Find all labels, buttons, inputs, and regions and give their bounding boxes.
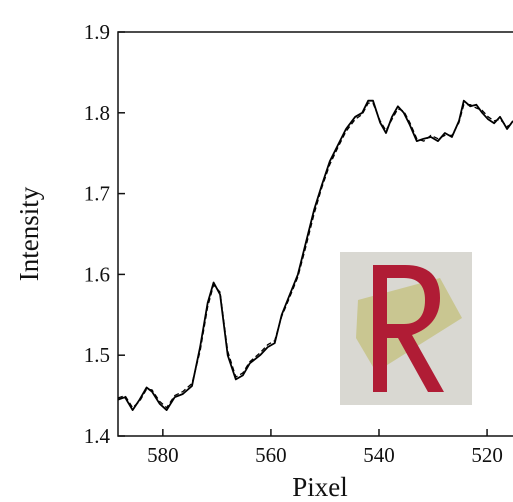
y-axis-label: Intensity [14,186,44,281]
y-tick-label: 1.4 [84,424,111,448]
inset-photo [340,252,472,405]
x-tick-label: 520 [471,443,503,467]
plot-frame [117,31,513,437]
y-tick-label: 1.7 [84,182,110,206]
y-tick-label: 1.8 [84,101,110,125]
y-tick-label: 1.9 [84,20,110,44]
y-tick-label: 1.5 [84,343,110,367]
data-line [117,102,513,409]
x-tick-label: 540 [363,443,395,467]
x-axis-label: Pixel [292,472,348,502]
data-line [117,99,513,411]
x-tick-label: 560 [255,443,287,467]
x-tick-label: 580 [147,443,179,467]
inset-letter-shape [373,265,444,392]
y-tick-label: 1.6 [84,262,110,286]
